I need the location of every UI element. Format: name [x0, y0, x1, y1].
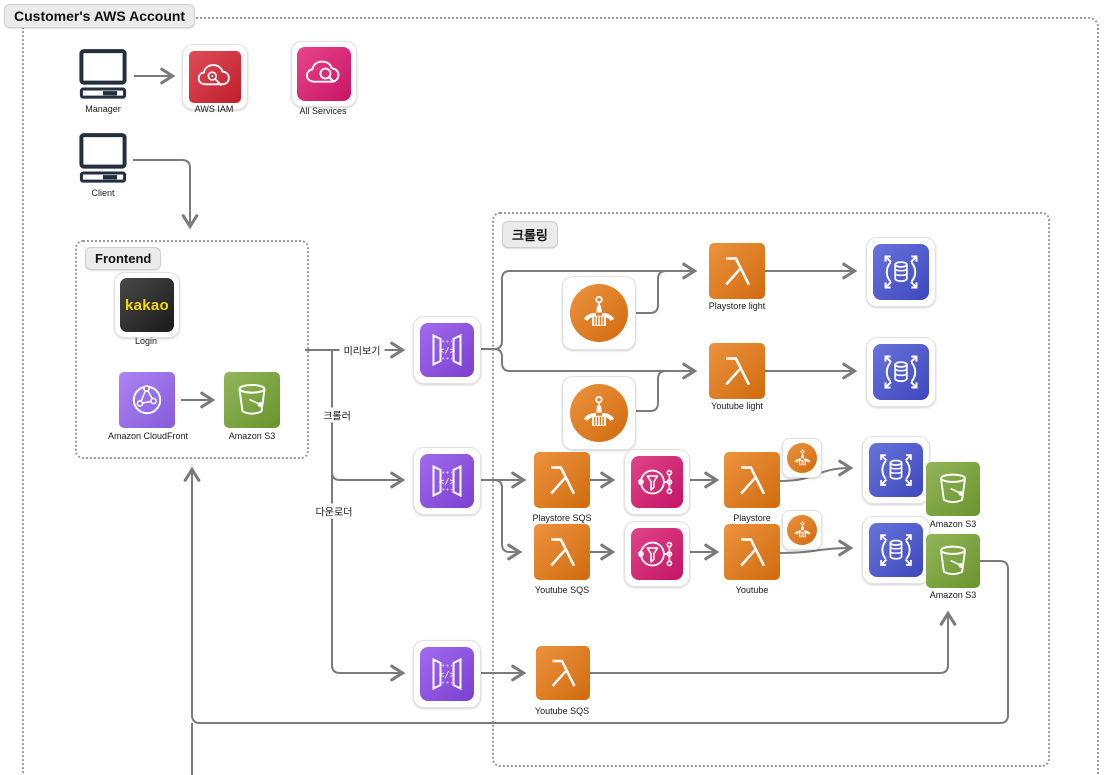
edge-apigw1-to-youtube-light [493, 348, 698, 380]
edge-label-downloader: 다운로더 [311, 503, 357, 519]
all-services-icon [291, 41, 357, 107]
lambda-icon-playstore [724, 452, 780, 508]
edge-trunk-to-apigw-downloader [331, 350, 406, 682]
edge-crawler1-merge [634, 270, 667, 314]
api-gateway-icon-preview [413, 316, 481, 384]
api-gateway-icon-downloader [413, 640, 481, 708]
edge-label-preview: 미리보기 [339, 342, 385, 358]
node-label-cloudfront: Amazon CloudFront [107, 431, 189, 441]
edge-client-to-frontend [133, 159, 199, 230]
node-label-youtube: Youtube [735, 585, 769, 595]
node-label-youtube-light: Youtube light [711, 401, 763, 411]
glue-crawler-mini-icon-playstore [782, 438, 822, 478]
frontend-group-label: Frontend [85, 247, 162, 270]
lambda-icon-downloader-youtube-sqs [536, 646, 590, 700]
node-label-downloader-youtube-sqs: Youtube SQS [534, 706, 590, 716]
edge-crawler2-merge [634, 370, 667, 412]
node-label-all-services: All Services [299, 106, 347, 116]
cloudfront-icon [119, 372, 175, 428]
sns-icon-youtube [624, 521, 690, 587]
glue-crawler-icon-youtube [562, 376, 636, 450]
s3-bucket-icon-lower [926, 534, 980, 588]
s3-bucket-icon-upper [926, 462, 980, 516]
node-label-lower-s3: Amazon S3 [929, 590, 977, 600]
node-label-client: Client [91, 188, 115, 198]
lambda-icon-youtube-sqs [534, 524, 590, 580]
lambda-icon-youtube-light [709, 343, 765, 399]
glue-crawler-icon-playstore [562, 276, 636, 350]
account-label: Customer's AWS Account [4, 4, 196, 28]
edge-youtube-to-db [779, 539, 854, 557]
dynamodb-icon-4 [862, 516, 930, 584]
lambda-icon-youtube [724, 524, 780, 580]
node-label-frontend-s3: Amazon S3 [228, 431, 276, 441]
lambda-icon-playstore-light [709, 243, 765, 299]
client-computer-icon [74, 130, 132, 188]
dynamodb-icon-3 [862, 436, 930, 504]
node-label-youtube-sqs: Youtube SQS [534, 585, 590, 595]
api-gateway-icon-crawler [413, 447, 481, 515]
node-label-playstore-sqs: Playstore SQS [532, 513, 592, 523]
node-label-upper-s3: Amazon S3 [929, 519, 977, 529]
glue-crawler-mini-icon-youtube [782, 510, 822, 550]
node-label-login: Login [134, 336, 158, 346]
crawling-group-boundary [492, 212, 1050, 767]
lambda-icon-playstore-sqs [534, 452, 590, 508]
edge-s3-return-to-frontend [183, 466, 1009, 724]
edge-branch-to-apigw-crawler [331, 471, 406, 489]
node-label-playstore: Playstore [733, 513, 771, 523]
node-label-manager: Manager [85, 104, 121, 114]
manager-computer-icon [74, 46, 132, 104]
kakao-brand-text: kakao [124, 296, 170, 314]
dynamodb-icon-1 [866, 237, 936, 307]
edge-label-crawler: 크롤러 [319, 407, 355, 423]
s3-bucket-icon-frontend [224, 372, 280, 428]
kakao-login-icon: kakao [114, 272, 180, 338]
node-label-aws-iam: AWS IAM [194, 104, 234, 114]
sns-icon-playstore [624, 449, 690, 515]
edge-apigw2-to-youtube-sqs [493, 479, 523, 561]
dynamodb-icon-2 [866, 337, 936, 407]
aws-account-boundary [22, 17, 1099, 775]
edge-downloader-lambda-to-s3 [590, 610, 957, 674]
crawling-group-label: 크롤링 [502, 221, 558, 248]
aws-iam-icon [182, 44, 248, 110]
node-label-playstore-light: Playstore light [708, 301, 766, 311]
